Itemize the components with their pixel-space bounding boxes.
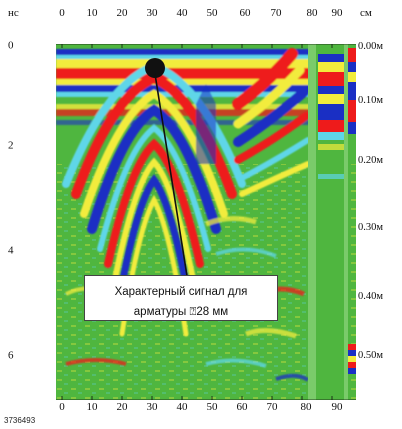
time-unit-label: нс: [8, 7, 19, 19]
lower-texture: [65, 216, 310, 382]
right-tick-0: 0.00м: [358, 40, 384, 52]
bottom-tick-10: 10: [86, 401, 98, 413]
top-tick-50: 50: [206, 7, 218, 19]
top-tick-90: 90: [331, 7, 343, 19]
rebar-marker: [145, 58, 165, 78]
center-dip: [196, 84, 216, 164]
bottom-tick-40: 40: [176, 401, 188, 413]
radargram-svg: [56, 44, 356, 400]
left-tick-2: 2: [8, 139, 14, 152]
bottom-tick-0: 0: [59, 401, 65, 413]
bottom-tick-20: 20: [116, 401, 128, 413]
radargram-plot: [56, 44, 356, 400]
annotation-line-1: Характерный сигнал для: [114, 286, 248, 298]
right-inner-divider: [344, 44, 348, 400]
right-reflection-zone: [232, 48, 311, 197]
right-tick-2: 0.20м: [358, 154, 384, 166]
right-tick-1: 0.10м: [358, 94, 384, 106]
bottom-tick-60: 60: [236, 401, 248, 413]
bottom-tick-70: 70: [266, 401, 278, 413]
top-tick-70: 70: [270, 7, 282, 19]
annotation-callout: Характерный сигнал для арматуры ⍰28 мм: [84, 275, 278, 321]
left-tick-6: 6: [8, 349, 14, 362]
annotation-line-2: арматуры ⍰28 мм: [133, 306, 229, 318]
section-divider: [308, 44, 316, 400]
top-tick-60: 60: [239, 7, 251, 19]
distance-unit-label: см: [360, 7, 372, 19]
left-tick-0: 0: [8, 39, 14, 52]
bottom-tick-30: 30: [146, 401, 158, 413]
plot-frame-ticks: [56, 44, 356, 400]
top-tick-10: 10: [86, 7, 98, 19]
right-tick-3: 0.30м: [358, 221, 384, 233]
top-tick-40: 40: [176, 7, 188, 19]
top-tick-30: 30: [146, 7, 158, 19]
far-right-column: [348, 48, 356, 374]
right-tick-5: 0.50м: [358, 349, 384, 361]
left-tick-4: 4: [8, 244, 14, 257]
top-tick-80: 80: [306, 7, 318, 19]
callout-pointer-line: [154, 73, 188, 277]
bottom-tick-90: 90: [331, 401, 343, 413]
bottom-tick-50: 50: [206, 401, 218, 413]
top-tick-0: 0: [59, 7, 65, 19]
top-tick-20: 20: [116, 7, 128, 19]
figure-id: 3736493: [4, 416, 36, 425]
right-tick-4: 0.40м: [358, 290, 384, 302]
bottom-tick-80: 80: [300, 401, 312, 413]
right-edge-strip: [316, 44, 346, 400]
